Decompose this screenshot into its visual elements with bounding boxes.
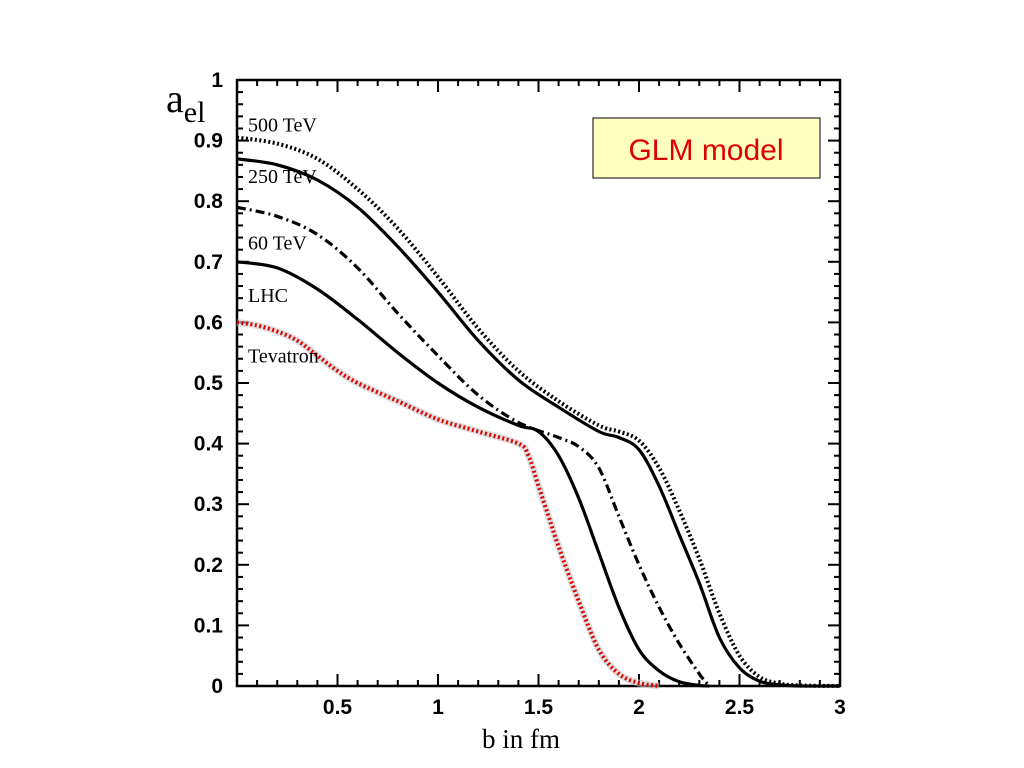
x-tick-label: 3	[834, 696, 846, 719]
y-tick-label: 0.7	[194, 251, 223, 274]
y-axis-label: ael	[166, 76, 205, 129]
x-tick-label: 2	[633, 696, 645, 719]
y-tick-label: 0.1	[194, 614, 224, 637]
curve-labels: 500 TeV 250 TeV 60 TeV LHC Tevatron	[248, 115, 319, 368]
y-tick-label: 0	[211, 675, 223, 698]
series-line-lhc	[236, 260, 710, 688]
y-tick-label: 0.3	[194, 493, 223, 516]
y-axis-label-subscript: el	[184, 96, 206, 129]
series-line-halo	[236, 318, 660, 690]
y-tick-label: 0.6	[194, 311, 223, 334]
curve-label-tevatron: Tevatron	[248, 345, 319, 367]
model-annotation: GLM model	[592, 117, 821, 179]
series-line-500-tev	[236, 135, 841, 688]
y-tick-label: 0.9	[194, 130, 223, 153]
y-tick-label: 1	[211, 69, 223, 92]
series-layer	[236, 135, 841, 690]
curve-label-500-tev: 500 TeV	[248, 115, 317, 137]
series-line-tevatron	[236, 320, 660, 688]
y-tick-label: 0.5	[194, 372, 224, 395]
y-axis-ticks: 0 0.1 0.2 0.3 0.4 0.5 0.6 0.7 0.8 0.9 1	[194, 69, 840, 698]
y-axis-label-main: a	[166, 76, 184, 121]
curve-label-60-tev: 60 TeV	[248, 232, 307, 254]
series-line-60-tev	[236, 205, 711, 688]
curve-label-lhc: LHC	[248, 285, 288, 307]
model-annotation-text: GLM model	[628, 134, 783, 167]
y-tick-label: 0.2	[194, 554, 223, 577]
x-tick-label: 0.5	[323, 696, 353, 719]
curve-label-250-tev: 250 TeV	[248, 166, 317, 188]
x-tick-label: 2.5	[725, 696, 755, 719]
y-tick-label: 0.4	[194, 433, 224, 456]
model-annotation-box	[592, 117, 821, 179]
x-tick-label: 1.5	[524, 696, 554, 719]
x-tick-label: 1	[432, 696, 444, 719]
y-tick-label: 0.8	[194, 190, 224, 213]
x-axis-ticks: 0.5 1 1.5 2 2.5 3	[256, 80, 846, 719]
series-line-250-tev	[236, 157, 841, 688]
x-axis-label: b in fm	[482, 724, 560, 754]
